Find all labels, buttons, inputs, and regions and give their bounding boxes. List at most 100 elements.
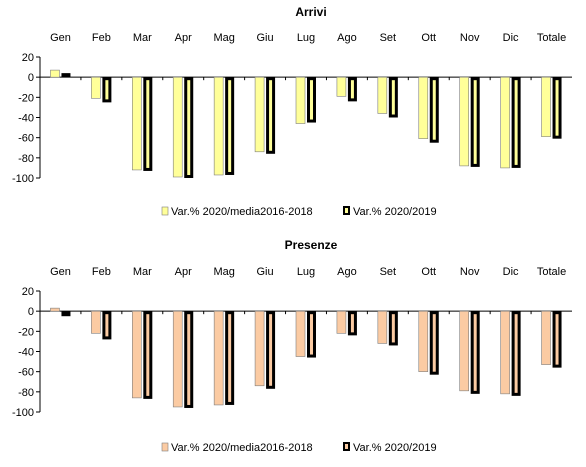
- chart-panel-1: Arrivi 20 0 -20 -40 -60 -80 -100 Gen Feb Mar Apr Mag…: [12, 5, 572, 218]
- bar-totale-series-1: [541, 76, 551, 137]
- category-label: Totale: [537, 266, 566, 278]
- y-tick-label: -100: [12, 407, 34, 419]
- category-label: Ott: [421, 266, 436, 278]
- bar-dic-series-2: [511, 311, 521, 396]
- bar-ott-series-2: [429, 311, 439, 375]
- bar-ago-series-1: [336, 76, 347, 97]
- category-label: Nov: [460, 266, 480, 278]
- legend-label-series-2: Var.% 2020/2019: [353, 206, 437, 218]
- bar-dic-series-1: [500, 76, 510, 169]
- category-label: Dic: [503, 32, 519, 44]
- y-tick-label: 0: [28, 306, 34, 318]
- y-tick-label: -60: [18, 133, 34, 145]
- category-label: Ago: [337, 266, 357, 278]
- bar-mar-series-1: [132, 310, 142, 399]
- category-label: Apr: [175, 266, 192, 278]
- category-label: Totale: [537, 32, 566, 44]
- chart-panel-2: Presenze 20 0 -20 -40 -60 -80 -100 Gen Feb Mar Apr M…: [12, 238, 572, 454]
- category-label: Giu: [257, 266, 274, 278]
- legend-swatch-series-2: [343, 442, 350, 451]
- bar-ago-series-1: [336, 310, 347, 334]
- chart-title: Presenze: [285, 238, 338, 252]
- category-label: Set: [380, 32, 397, 44]
- category-label: Gen: [50, 32, 71, 44]
- bar-totale-series-2: [552, 77, 562, 139]
- category-label: Mar: [133, 266, 152, 278]
- category-label: Nov: [460, 32, 480, 44]
- category-label: Mag: [213, 32, 234, 44]
- y-tick-label: -20: [18, 326, 34, 338]
- bar-giu-series-1: [254, 310, 265, 387]
- bar-totale-series-2: [552, 311, 562, 368]
- bar-ago-series-2: [347, 311, 357, 336]
- category-label: Feb: [92, 32, 111, 44]
- bar-mar-series-2: [143, 77, 153, 171]
- category-label: Lug: [297, 32, 315, 44]
- bar-nov-series-1: [459, 76, 469, 167]
- y-tick-label: -80: [18, 387, 34, 399]
- bar-lug-series-2: [307, 311, 316, 358]
- bar-nov-series-2: [470, 77, 480, 167]
- category-label: Mar: [133, 32, 152, 44]
- bar-gen-series-2: [61, 73, 71, 78]
- bar-apr-series-1: [172, 76, 183, 178]
- bar-set-series-1: [377, 76, 388, 114]
- category-label: Ott: [421, 32, 436, 44]
- y-tick-label: -40: [18, 113, 34, 125]
- y-tick-label: 20: [22, 286, 34, 298]
- bar-feb-series-1: [91, 76, 101, 99]
- bar-set-series-2: [388, 77, 398, 118]
- legend-swatch-series-1: [161, 206, 169, 216]
- bar-ott-series-1: [418, 76, 429, 139]
- legend-label-series-2: Var.% 2020/2019: [353, 442, 437, 454]
- y-tick-label: 0: [28, 72, 34, 84]
- bar-set-series-1: [377, 310, 388, 344]
- bar-apr-series-2: [184, 311, 194, 408]
- y-tick-label: -60: [18, 367, 34, 379]
- category-label: Apr: [175, 32, 192, 44]
- y-tick-label: -80: [18, 153, 34, 165]
- bar-apr-series-2: [184, 77, 194, 178]
- legend-label-series-1: Var.% 2020/media2016-2018: [171, 206, 313, 218]
- category-label: Feb: [92, 266, 111, 278]
- category-label: Giu: [257, 32, 274, 44]
- bar-totale-series-1: [541, 310, 551, 365]
- bar-gen-series-1: [50, 307, 60, 312]
- bar-feb-series-1: [91, 310, 101, 334]
- bar-gen-series-1: [50, 69, 60, 78]
- y-tick-label: -40: [18, 347, 34, 359]
- bar-gen-series-2: [61, 311, 71, 317]
- bar-mag-series-2: [225, 311, 235, 405]
- bar-giu-series-2: [266, 77, 276, 154]
- bar-nov-series-2: [470, 311, 480, 394]
- bar-lug-series-1: [295, 76, 306, 124]
- bar-ott-series-1: [418, 310, 429, 372]
- bar-nov-series-1: [459, 310, 469, 392]
- category-label: Ago: [337, 32, 357, 44]
- y-tick-label: -20: [18, 92, 34, 104]
- category-label: Lug: [297, 266, 315, 278]
- bar-mag-series-1: [213, 76, 224, 176]
- y-tick-label: 20: [22, 52, 34, 64]
- bar-mag-series-2: [225, 77, 235, 175]
- bar-apr-series-1: [172, 310, 183, 408]
- bar-giu-series-2: [266, 311, 276, 389]
- bar-mag-series-1: [213, 310, 224, 406]
- legend-swatch-series-2: [343, 206, 350, 215]
- chart-title: Arrivi: [295, 5, 326, 19]
- bar-dic-series-2: [511, 77, 521, 168]
- category-label: Set: [380, 266, 397, 278]
- category-label: Dic: [503, 266, 519, 278]
- bar-set-series-2: [388, 311, 398, 346]
- bar-lug-series-2: [307, 77, 316, 123]
- bar-giu-series-1: [254, 76, 265, 153]
- bar-mar-series-2: [143, 311, 153, 399]
- bar-ago-series-2: [347, 77, 357, 102]
- y-tick-label: -100: [12, 173, 34, 185]
- category-label: Mag: [213, 266, 234, 278]
- legend-swatch-series-1: [161, 442, 169, 452]
- legend-label-series-1: Var.% 2020/media2016-2018: [171, 442, 313, 454]
- category-label: Gen: [50, 266, 71, 278]
- bar-feb-series-2: [102, 77, 112, 103]
